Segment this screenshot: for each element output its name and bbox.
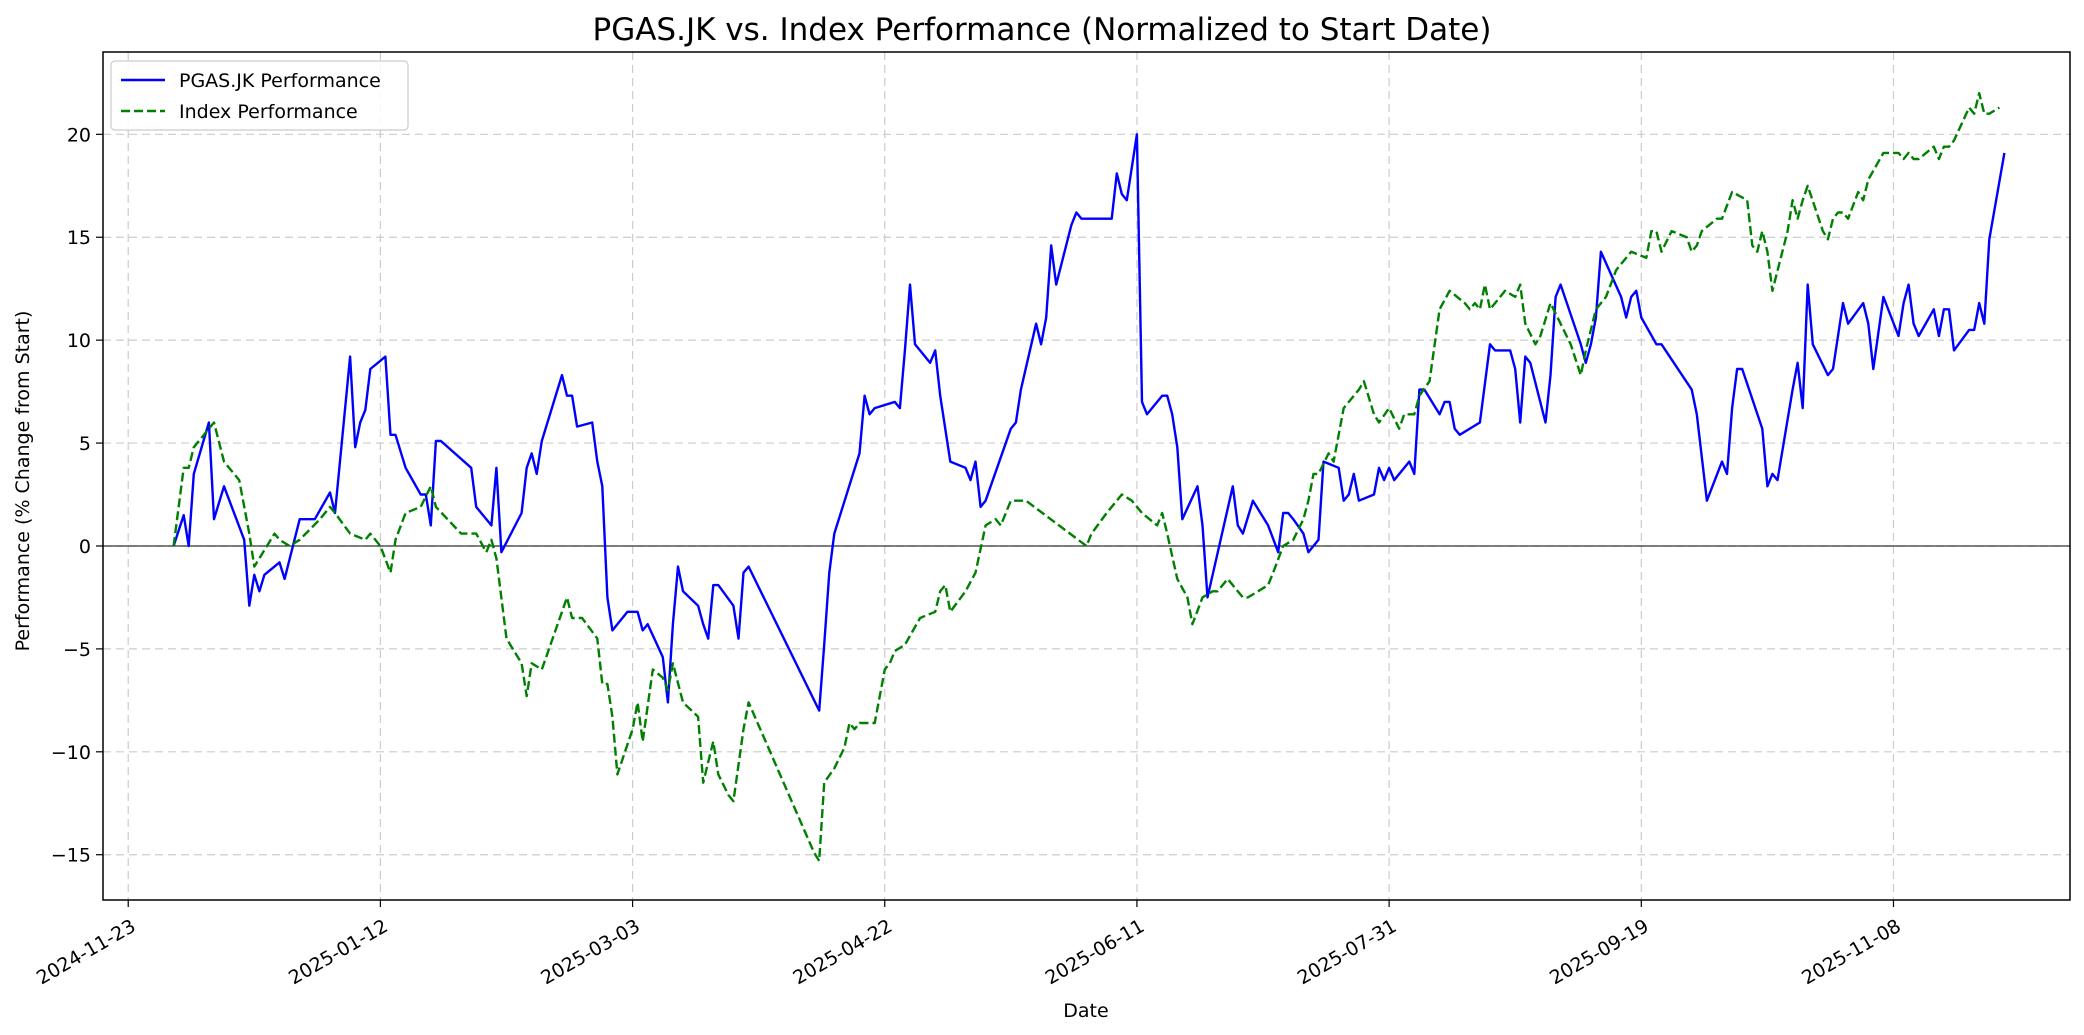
- y-tick-label: −5: [63, 639, 91, 661]
- y-tick-label: −15: [51, 845, 91, 867]
- y-axis: 20 15 10 5 0 −5 −10 −15: [51, 124, 103, 867]
- legend-box: [110, 60, 409, 131]
- y-tick-label: −10: [51, 742, 91, 764]
- series-line-pgas: [172, 133, 2006, 712]
- y-axis-label: Performance (% Change from Start): [12, 311, 34, 652]
- x-axis-label: Date: [1063, 1000, 1108, 1022]
- plot-frame: [102, 51, 2071, 901]
- y-tick-label: 0: [79, 536, 91, 558]
- legend-label-index: Index Performance: [179, 101, 358, 123]
- series-layer: [172, 92, 2006, 863]
- y-tick-label: 10: [67, 330, 91, 352]
- chart-title: PGAS.JK vs. Index Performance (Normalize…: [593, 12, 1492, 48]
- y-tick-label: 20: [67, 124, 91, 146]
- series-line-index: [172, 92, 2001, 863]
- y-tick-label: 5: [79, 433, 91, 455]
- legend-label-pgas: PGAS.JK Performance: [179, 70, 381, 92]
- y-tick-label: 15: [67, 227, 91, 249]
- legend: PGAS.JK Performance Index Performance: [110, 60, 409, 131]
